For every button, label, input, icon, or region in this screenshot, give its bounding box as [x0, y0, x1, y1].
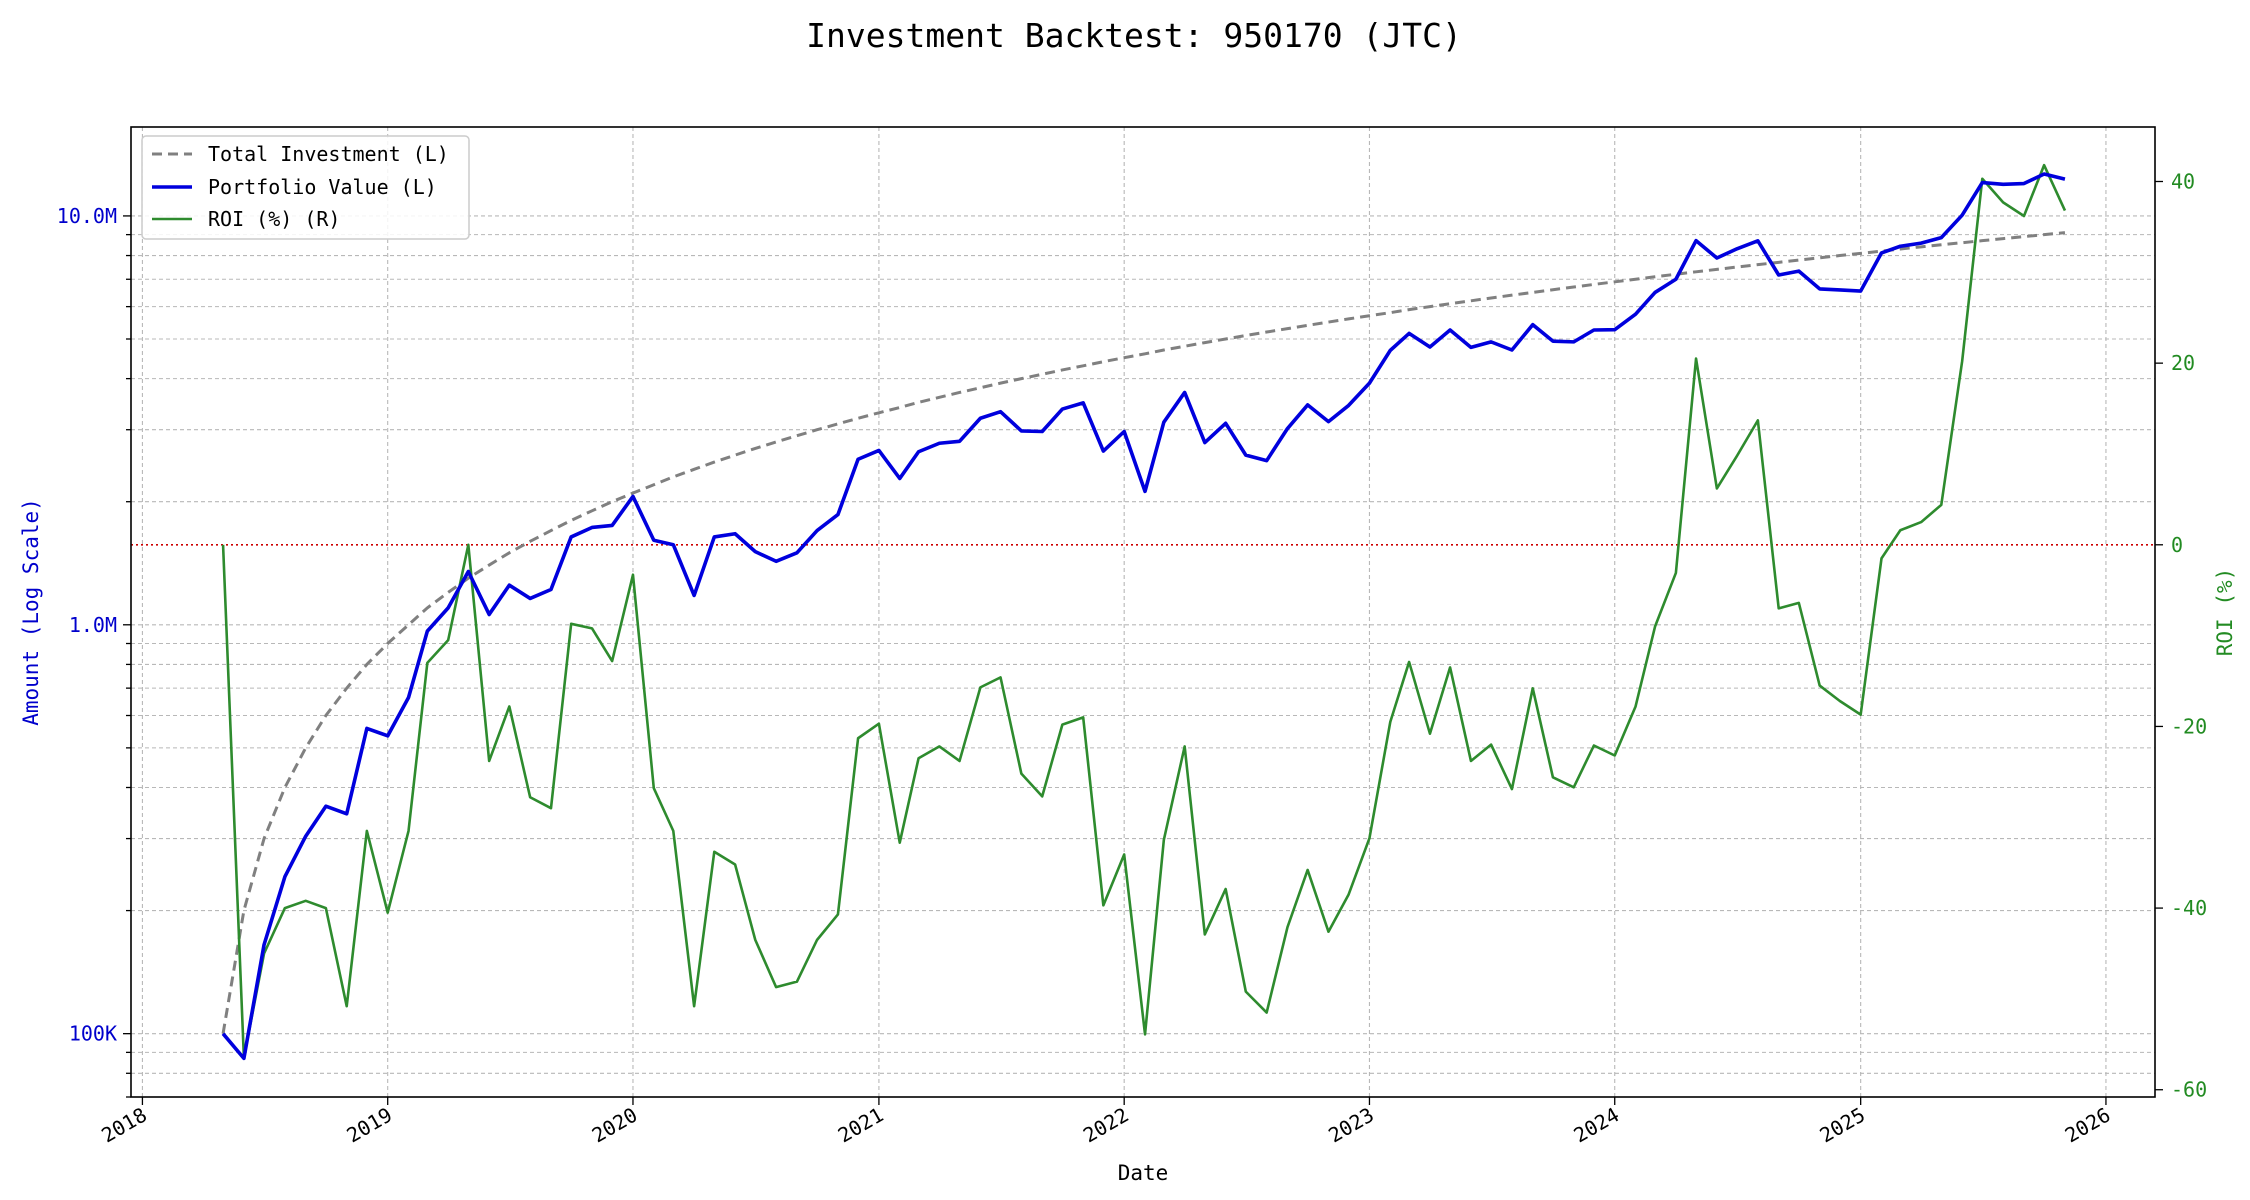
x-tick-label: 2018: [97, 1103, 151, 1148]
x-tick-label: 2025: [1815, 1103, 1869, 1148]
legend-box: [141, 135, 470, 240]
right-axis-label: ROI (%): [2213, 568, 2237, 657]
left-axis-label: Amount (Log Scale): [19, 498, 43, 726]
x-tick-label: 2024: [1570, 1103, 1624, 1148]
chart-title: Investment Backtest: 950170 (JTC): [806, 16, 1462, 55]
left-tick-label: 1.0M: [69, 613, 117, 637]
x-axis-label: Date: [1118, 1161, 1169, 1185]
x-tick-label: 2023: [1324, 1103, 1378, 1148]
x-tick-label: 2019: [342, 1103, 396, 1148]
right-tick-label: 20: [2171, 351, 2195, 375]
right-tick-label: -60: [2171, 1078, 2207, 1102]
left-axis-ticks: 100K 1.0M 10.0M: [57, 204, 131, 1098]
legend-label-portfolio-value: Portfolio Value (L): [208, 175, 437, 199]
x-tick-label: 2021: [834, 1103, 888, 1148]
left-tick-label: 10.0M: [57, 204, 117, 228]
legend: Total Investment (L) Portfolio Value (L)…: [141, 135, 470, 240]
right-tick-label: -20: [2171, 714, 2207, 738]
x-axis-ticks: 2018 2019 2020 2021 2022 2023 2024 2025 2026: [97, 1097, 2114, 1147]
x-tick-label: 2022: [1079, 1103, 1133, 1148]
left-tick-label: 100K: [69, 1022, 117, 1046]
right-axis-ticks: -60 -40 -20 0 20 40: [2155, 169, 2207, 1102]
legend-label-roi: ROI (%) (R): [208, 207, 340, 231]
portfolio-value-line: [221, 172, 2066, 1061]
legend-label-total-investment: Total Investment (L): [208, 142, 449, 166]
right-tick-label: -40: [2171, 896, 2207, 920]
roi-line: [221, 163, 2067, 1060]
grid-layer: [131, 127, 2155, 1098]
right-tick-label: 40: [2171, 169, 2195, 193]
x-tick-label: 2026: [2061, 1103, 2115, 1148]
total-investment-line: [221, 231, 2066, 1034]
plot-frame: [130, 126, 2156, 1098]
x-tick-label: 2020: [588, 1103, 642, 1148]
right-tick-label: 0: [2171, 533, 2183, 557]
